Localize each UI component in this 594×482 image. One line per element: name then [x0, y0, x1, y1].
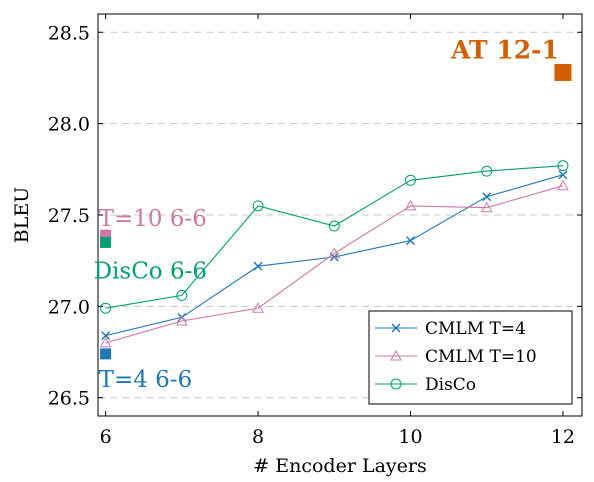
legend-item: CMLM T=4 [375, 319, 526, 339]
series-line [105, 185, 564, 344]
legend-label: CMLM T=10 [425, 347, 537, 367]
data-point [406, 236, 415, 246]
highlight-point-label: DisCo 6-6 [94, 258, 207, 284]
data-point [557, 160, 569, 172]
legend-item: CMLM T=10 [375, 347, 537, 367]
highlight-point-marker [100, 348, 112, 360]
data-point [253, 261, 263, 271]
y-tick-label: 27.0 [48, 296, 90, 318]
highlight-point-label: AT 12-1 [450, 35, 559, 64]
series-line [105, 165, 563, 309]
data-point [175, 314, 188, 326]
data-point [252, 200, 264, 212]
legend-marker [391, 323, 401, 333]
highlight-point-label: T=10 6-6 [99, 206, 207, 232]
axis-ticks: 26.5 27.0 27.5 28.0 28.5 6 8 10 12 [48, 14, 582, 448]
x-tick-label: 6 [100, 426, 112, 448]
x-tick-label: 12 [551, 426, 575, 448]
data-point [481, 165, 493, 177]
data-point [176, 289, 188, 301]
y-tick-label: 27.5 [48, 205, 90, 227]
legend-marker [390, 349, 402, 361]
data-point [558, 170, 568, 180]
legend-label: DisCo [425, 375, 476, 395]
highlight-point-marker [100, 236, 112, 248]
legend-item: DisCo [375, 375, 476, 395]
highlight-point-marker [100, 229, 112, 241]
data-point [99, 336, 112, 348]
data-point [100, 302, 112, 314]
data-point [404, 199, 417, 211]
highlight-point-marker [554, 63, 572, 81]
y-axis-label: BLEU [11, 187, 33, 243]
data-point [328, 247, 341, 258]
x-tick-label: 8 [252, 426, 264, 448]
series-disco [100, 160, 569, 314]
data-point [101, 331, 111, 341]
data-point [480, 201, 493, 213]
y-tick-label: 28.0 [48, 114, 90, 136]
highlight-point-label: T=4 6-6 [99, 367, 193, 393]
data-point [405, 174, 417, 186]
legend-box [368, 310, 573, 405]
legend-marker [390, 378, 402, 390]
legend: CMLM T=4 CMLM T=10 DisCo [368, 310, 573, 405]
data-point [557, 179, 569, 191]
x-tick-label: 10 [398, 426, 422, 448]
data-point [252, 302, 264, 313]
data-point [328, 220, 340, 232]
x-axis-label: # Encoder Layers [253, 455, 426, 477]
data-point [482, 192, 492, 202]
series-cmlm-t-10 [99, 179, 569, 348]
series-lines [99, 160, 569, 348]
legend-label: CMLM T=4 [425, 319, 526, 339]
grid [98, 31, 582, 399]
highlighted-points: AT 12-1 T=10 6-6 DisCo 6-6 T=4 6-6 [94, 35, 572, 393]
y-tick-label: 28.5 [48, 22, 90, 44]
y-tick-label: 26.5 [48, 388, 90, 410]
